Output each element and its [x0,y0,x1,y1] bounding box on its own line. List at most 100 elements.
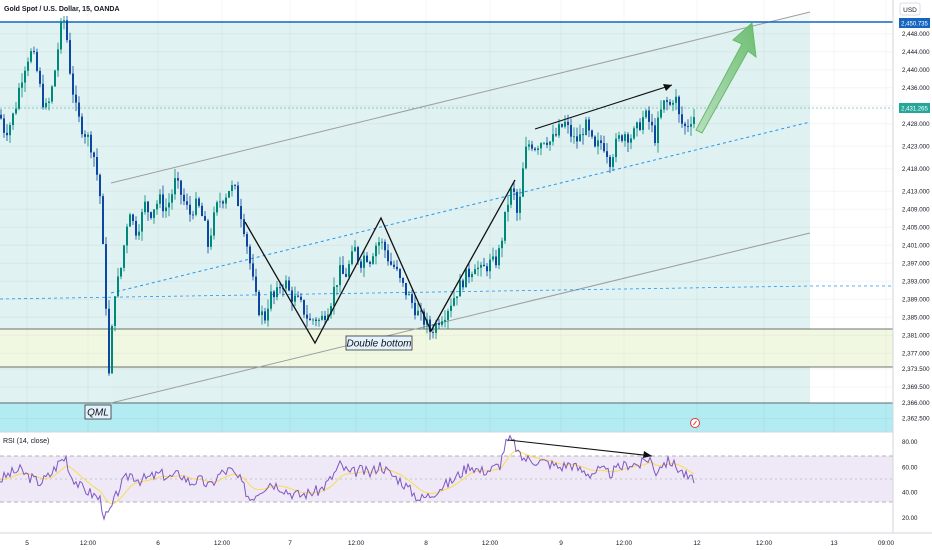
candle-body [687,126,689,127]
candle-body [615,138,617,158]
candle-body [393,264,395,267]
candle-body [540,143,542,149]
candle-body [408,294,410,296]
candle-body [420,310,422,312]
divergence-line-rsi[interactable] [507,439,653,457]
candle-body [624,134,626,141]
candle-body [576,136,578,142]
candle-body [546,142,548,145]
candle-body [213,212,215,236]
price-tick-label: 2,397.000 [902,260,930,267]
candle-body [501,240,503,249]
candle-body [6,132,8,136]
time-axis[interactable]: 5 12:00 6 12:00 7 12:00 8 12:00 9 12:00 12 12:00 13 0… [0,532,932,550]
candle-body [588,119,590,131]
candle-body [516,191,518,213]
candle-body [183,194,185,202]
price-tick-label: 2,401.000 [902,242,930,249]
candle-body [582,134,584,136]
rsi-title[interactable]: RSI (14, close) [3,438,49,445]
candle-body [309,318,311,321]
price-pane[interactable]: Double bottom QML Gold Spot / U.S. Dolla… [0,0,893,533]
candle-body [555,134,557,136]
candle-body [672,102,674,105]
time-tick-label: 12:00 [214,540,231,547]
candle-body [123,245,125,268]
candle-body [333,286,335,307]
candle-body [519,196,521,213]
rsi-pane[interactable]: RSI (14, close) [0,433,893,533]
forecast-arrow[interactable] [695,21,757,134]
candle-body [651,121,653,126]
candle-body [447,310,449,320]
candle-body [168,202,170,208]
candle-body [450,305,452,311]
candle-body [549,141,551,145]
candle-body [513,188,515,192]
candle-body [525,146,527,169]
price-tick-label: 2,373.500 [902,366,930,373]
qml-label[interactable]: QML [84,404,112,420]
time-tick-label: 6 [156,540,160,547]
candle-body [117,276,119,297]
candle-body [552,134,554,142]
candle-body [324,315,326,320]
candle-body [486,266,488,272]
channel-lower-line[interactable] [110,232,811,404]
candle-body [129,214,131,227]
upper-line-price-label: 2,450.735 [899,18,930,28]
candle-body [681,114,683,124]
event-flag-icon[interactable] [690,418,700,428]
candle-body [657,117,659,144]
time-tick-label: 8 [424,540,428,547]
double-bottom-pattern[interactable] [244,179,516,345]
candle-body [147,201,149,213]
candle-body [528,144,530,147]
candle-body [72,73,74,95]
candle-body [264,311,266,321]
candle-body [537,148,539,150]
candle-body [177,178,179,181]
candle-body [150,212,152,218]
channel-upper-line[interactable] [110,11,811,184]
candle-body [480,264,482,268]
candle-body [612,157,614,167]
divergence-line-price[interactable] [534,84,673,130]
candle-body [96,156,98,175]
time-tick-label: 12 [693,540,701,547]
candle-body [639,122,641,130]
candle-body [249,246,251,264]
candle-body [570,124,572,137]
candle-body [492,256,494,260]
price-tick-label: 2,428.000 [902,121,930,128]
candle-body [645,110,647,118]
candle-body [435,323,437,333]
candle-body [294,295,296,302]
candle-body [618,135,620,139]
candle-body [141,212,143,232]
candle-body [102,196,104,245]
price-tick-label: 2,440.000 [902,67,930,74]
time-tick-label: 13 [830,540,838,547]
candle-body [399,269,401,278]
price-tick-label: 2,369.500 [902,384,930,391]
candle-body [534,148,536,150]
candle-body [684,123,686,127]
candle-body [144,201,146,213]
price-tick-label: 2,385.000 [902,314,930,321]
candle-body [489,259,491,272]
currency-badge[interactable]: USD [899,2,921,16]
symbol-title[interactable]: Gold Spot / U.S. Dollar, 15, OANDA [4,6,120,13]
candle-body [153,209,155,218]
candle-body [24,70,26,83]
candle-body [99,174,101,197]
time-tick-label: 12:00 [80,540,97,547]
candle-body [366,255,368,262]
price-axis[interactable]: 2,362.500 2,366.000 2,369.500 2,373.500 2,37… [892,0,932,550]
candle-body [36,51,38,71]
candle-body [240,206,242,220]
candle-body [12,113,14,126]
candle-body [690,124,692,127]
double-bottom-label[interactable]: Double bottom [345,335,413,351]
